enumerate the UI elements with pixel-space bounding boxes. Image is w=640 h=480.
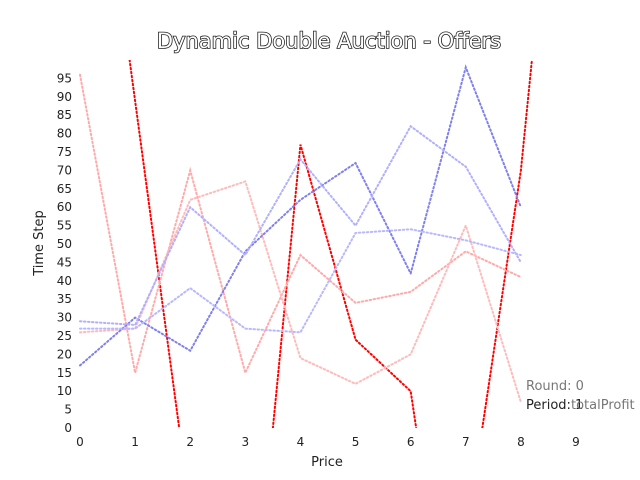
annotation-text: totalProfit	[571, 398, 635, 413]
y-tick-label: 75	[57, 145, 72, 159]
y-tick-label: 30	[57, 311, 72, 325]
y-tick-label: 65	[57, 182, 72, 196]
x-tick-label: 7	[462, 435, 470, 449]
y-tick-label: 45	[57, 255, 72, 269]
y-tick-label: 50	[57, 237, 72, 251]
y-tick-label: 70	[57, 163, 72, 177]
x-axis-label: Price	[311, 455, 343, 470]
x-tick-label: 8	[517, 435, 525, 449]
chart-title: Dynamic Double Auction - Offers	[157, 29, 501, 53]
x-tick-label: 2	[186, 435, 194, 449]
x-tick-labels: 0 1 2 3 4 5 6 7 8 9	[76, 435, 580, 449]
offer-series-line-2	[271, 144, 418, 428]
y-tick-label: 60	[57, 200, 72, 214]
y-tick-label: 25	[57, 329, 72, 343]
y-tick-label: 15	[57, 366, 72, 380]
y-tick-label: 55	[57, 219, 72, 233]
offer-series-line-6	[79, 64, 522, 367]
y-tick-label: 90	[57, 90, 72, 104]
offer-series-line-3	[481, 60, 533, 428]
x-tick-label: 3	[242, 435, 250, 449]
offer-series-line-8	[79, 228, 522, 334]
y-tick-label: 0	[64, 421, 72, 435]
y-tick-label: 20	[57, 347, 72, 361]
x-tick-label: 0	[76, 435, 84, 449]
x-tick-label: 5	[352, 435, 360, 449]
x-tick-label: 1	[131, 435, 139, 449]
y-tick-label: 80	[57, 127, 72, 141]
x-tick-label: 4	[297, 435, 305, 449]
annotation-text: Period: 1	[526, 398, 583, 413]
offer-series-line-5	[79, 180, 522, 404]
annotation-text: Round: 0	[526, 379, 584, 394]
y-axis-label: Time Step	[32, 210, 47, 277]
y-tick-labels: 0 5 10 15 20 25 30 35 40 45 50 55 60 65 70 75 80 85 90 95	[57, 71, 72, 435]
y-tick-label: 85	[57, 108, 72, 122]
y-tick-label: 10	[57, 384, 72, 398]
x-tick-label: 9	[572, 435, 580, 449]
y-tick-label: 5	[64, 403, 72, 417]
x-tick-label: 6	[407, 435, 415, 449]
offer-series-line-4	[79, 73, 522, 376]
y-tick-label: 35	[57, 292, 72, 306]
series-layer	[79, 60, 533, 428]
offer-series-line-1	[128, 60, 181, 428]
offer-series-line-7	[79, 124, 522, 327]
y-tick-label: 95	[57, 71, 72, 85]
y-tick-label: 40	[57, 274, 72, 288]
